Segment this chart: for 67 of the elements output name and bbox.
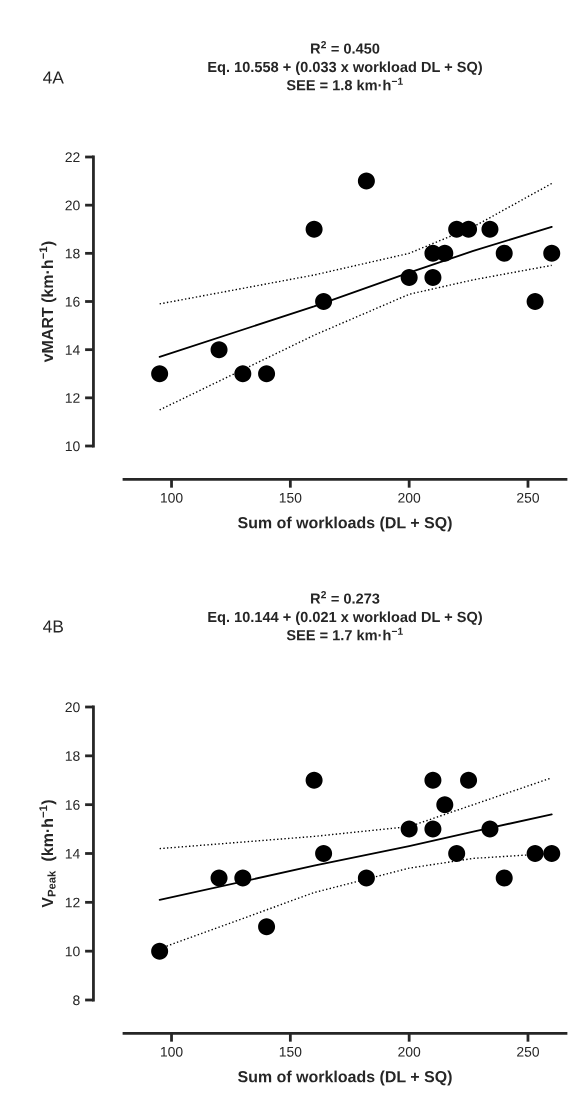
x-tick-label: 100 bbox=[161, 1046, 183, 1057]
point bbox=[305, 771, 323, 789]
point bbox=[210, 341, 228, 359]
point bbox=[424, 771, 442, 789]
y-tick-label: 22 bbox=[65, 152, 80, 163]
x-tick-label: 200 bbox=[398, 492, 421, 503]
line-series bbox=[158, 777, 553, 850]
point bbox=[258, 365, 276, 383]
point bbox=[424, 820, 442, 838]
point bbox=[400, 268, 418, 286]
line-series bbox=[158, 182, 553, 305]
line-series bbox=[158, 225, 553, 358]
point bbox=[543, 844, 561, 863]
y-tick-label: 18 bbox=[65, 248, 80, 259]
point bbox=[436, 796, 454, 814]
x-axis-title: Sum of workloads (DL + SQ) bbox=[238, 516, 452, 532]
y-tick-label: 16 bbox=[65, 296, 80, 307]
x-tick-label: 250 bbox=[517, 492, 540, 503]
y-tick-label: 10 bbox=[65, 946, 80, 957]
point bbox=[315, 292, 333, 311]
point bbox=[460, 220, 478, 238]
point bbox=[357, 172, 375, 190]
y-tick-label: 18 bbox=[65, 751, 80, 761]
point bbox=[315, 844, 333, 863]
x-axis-title: Sum of workloads (DL + SQ) bbox=[238, 1070, 452, 1086]
y-tick-label: 14 bbox=[65, 345, 80, 355]
y-tick-label: 14 bbox=[65, 848, 80, 859]
point bbox=[151, 365, 169, 383]
point bbox=[448, 844, 466, 863]
point bbox=[234, 365, 252, 383]
y-tick-label: 20 bbox=[65, 200, 80, 211]
x-tick-label: 250 bbox=[517, 1046, 540, 1057]
point bbox=[258, 918, 276, 936]
point bbox=[495, 244, 513, 262]
point bbox=[481, 220, 499, 238]
point bbox=[424, 268, 442, 286]
x-tick-label: 150 bbox=[279, 492, 302, 503]
y-tick-label: 20 bbox=[65, 702, 80, 713]
chart-title: R$^{2}$ = 0.450 Eq. 10.558 + (0.033 x workload DL + SQ) SEE = 1.8 km·h$^{−1}$ bbox=[208, 41, 482, 91]
point bbox=[460, 771, 478, 789]
point bbox=[234, 869, 252, 887]
y-axis-title: vMART (km·h$^{−1}$) bbox=[39, 241, 57, 363]
point bbox=[481, 820, 499, 838]
y-tick-label: 10 bbox=[65, 441, 80, 452]
point bbox=[543, 244, 561, 262]
point bbox=[526, 292, 544, 311]
line-series bbox=[158, 813, 553, 901]
point bbox=[526, 844, 544, 863]
y-tick-label: 16 bbox=[65, 800, 80, 810]
x-tick-label: 150 bbox=[279, 1046, 302, 1057]
point bbox=[151, 942, 169, 960]
y-tick-label: 12 bbox=[65, 897, 80, 908]
point bbox=[495, 869, 513, 887]
x-tick-label: 100 bbox=[161, 492, 183, 503]
point bbox=[357, 869, 375, 887]
y-axis-title: V$_{Peak}$ (km·h$^{−1}$) bbox=[39, 800, 57, 908]
y-tick-label: 8 bbox=[73, 995, 80, 1006]
x-tick-label: 200 bbox=[398, 1046, 421, 1057]
line-series bbox=[158, 264, 553, 411]
text: 4A bbox=[43, 71, 64, 84]
chart-title: R$^{2}$ = 0.273 Eq. 10.144 + (0.021 x workload DL + SQ) SEE = 1.7 km·h$^{−1}$ bbox=[208, 591, 482, 641]
point bbox=[210, 869, 228, 887]
y-tick-label: 12 bbox=[65, 393, 80, 403]
point bbox=[400, 820, 418, 838]
text: 4B bbox=[43, 620, 63, 633]
point bbox=[305, 220, 323, 238]
point bbox=[436, 244, 454, 262]
